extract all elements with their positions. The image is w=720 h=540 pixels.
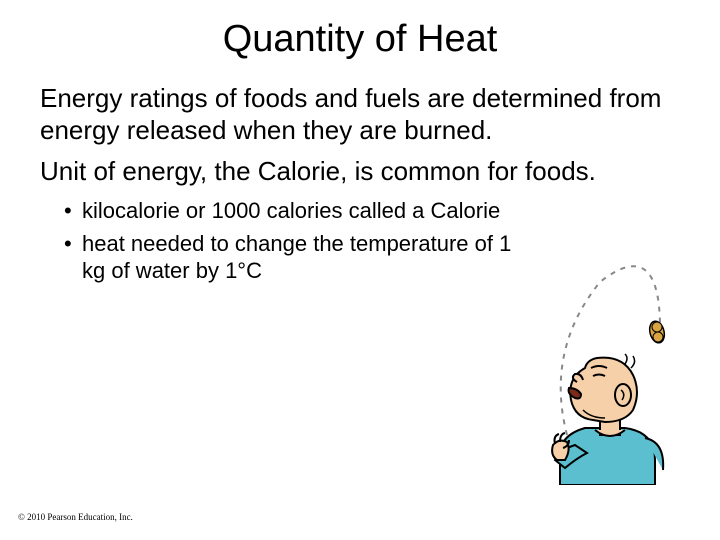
bullet-list: kilocalorie or 1000 calories called a Ca… (40, 198, 520, 284)
bullet-item: heat needed to change the temperature of… (64, 231, 520, 285)
person-tossing-peanut-illustration (505, 260, 690, 485)
page-title: Quantity of Heat (40, 18, 680, 61)
slide-container: Quantity of Heat Energy ratings of foods… (0, 0, 720, 540)
peanut-icon (653, 332, 663, 342)
peanut-icon (652, 322, 662, 332)
body-paragraph-1: Energy ratings of foods and fuels are de… (40, 83, 680, 146)
copyright-text: © 2010 Pearson Education, Inc. (18, 512, 133, 522)
body-paragraph-2: Unit of energy, the Calorie, is common f… (40, 156, 680, 188)
bullet-item: kilocalorie or 1000 calories called a Ca… (64, 198, 520, 225)
head (569, 354, 637, 422)
